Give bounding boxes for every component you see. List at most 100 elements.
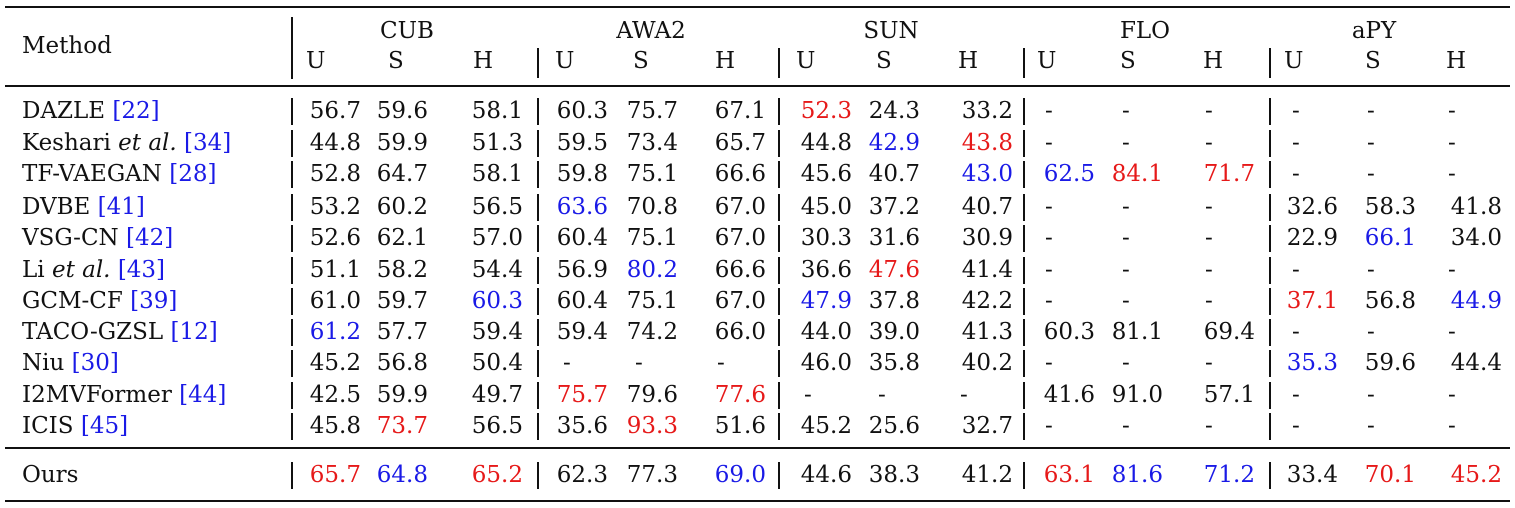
value-cell: 60.4 (556, 288, 608, 314)
header-separator (1023, 48, 1025, 78)
citation-link[interactable]: [22] (112, 98, 160, 124)
value-cell: - (1205, 288, 1213, 314)
value-cell: 42.2 (961, 288, 1013, 314)
citation-link[interactable]: [30] (71, 350, 119, 376)
value-cell: - (1367, 382, 1375, 408)
value-cell: 51.3 (471, 130, 523, 156)
value-cell: - (1292, 319, 1300, 345)
value-cell: 35.8 (868, 350, 920, 376)
value-cell: 45.6 (800, 161, 852, 187)
method-label: I2MVFormer (22, 382, 172, 408)
value-cell: 36.6 (800, 257, 852, 283)
value-cell: - (1045, 350, 1053, 376)
value-cell: 64.8 (376, 462, 428, 488)
value-cell: 50.4 (471, 350, 523, 376)
value-cell: 45.0 (800, 194, 852, 220)
value-cell: 60.2 (376, 194, 428, 220)
row-separator (1023, 194, 1025, 221)
header-separator (291, 17, 293, 79)
citation-link[interactable]: [44] (179, 382, 227, 408)
value-cell: 53.2 (309, 194, 361, 220)
value-cell: 57.1 (1203, 382, 1255, 408)
value-cell: 74.2 (626, 319, 678, 345)
row-separator (1023, 257, 1025, 284)
value-cell: 45.2 (1450, 462, 1502, 488)
row-separator (778, 350, 780, 377)
value-cell: 35.6 (556, 413, 608, 439)
citation-link[interactable]: [43] (117, 257, 166, 283)
value-cell: 63.6 (556, 194, 608, 220)
value-cell: 40.7 (868, 161, 920, 187)
value-cell: 71.2 (1203, 462, 1255, 488)
value-cell: 59.9 (376, 130, 428, 156)
value-cell: 32.7 (961, 413, 1013, 439)
citation-link[interactable]: [39] (130, 288, 178, 314)
method-label: TACO-GZSL (22, 319, 164, 345)
row-separator (1269, 413, 1271, 440)
citation-link[interactable]: [41] (97, 194, 145, 220)
method-label: GCM-CF (22, 288, 123, 314)
value-cell: 63.1 (1043, 462, 1095, 488)
value-cell: - (1205, 194, 1213, 220)
value-cell: - (1367, 130, 1375, 156)
value-cell: 80.2 (626, 257, 678, 283)
value-cell: - (1292, 161, 1300, 187)
value-cell: - (1367, 413, 1375, 439)
value-cell: 47.9 (800, 288, 852, 314)
subheader-sun-u: U (796, 48, 816, 74)
method-label: TF-VAEGAN (22, 161, 162, 187)
value-cell: 45.2 (800, 413, 852, 439)
subheader-cub-h: H (473, 48, 494, 74)
value-cell: - (804, 382, 812, 408)
value-cell: - (960, 382, 968, 408)
value-cell: 31.6 (868, 225, 920, 251)
row-separator (291, 462, 293, 489)
method-label: DVBE (22, 194, 91, 220)
value-cell: - (1045, 288, 1053, 314)
row-separator (537, 257, 539, 284)
subheader-flo-h: H (1203, 48, 1224, 74)
value-cell: - (1122, 257, 1130, 283)
method-name: VSG-CN [42] (22, 227, 173, 250)
header-separator (778, 48, 780, 78)
citation-link[interactable]: [34] (184, 130, 232, 156)
value-cell: 44.0 (800, 319, 852, 345)
citation-link[interactable]: [45] (80, 413, 129, 439)
value-cell: 42.5 (309, 382, 361, 408)
value-cell: 59.4 (471, 319, 523, 345)
value-cell: 67.0 (714, 288, 766, 314)
method-label: VSG-CN (22, 225, 119, 251)
subheader-apy-s: S (1365, 48, 1381, 74)
row-separator (1269, 257, 1271, 284)
value-cell: - (1448, 98, 1456, 124)
value-cell: 59.6 (1364, 350, 1416, 376)
value-cell: - (1122, 194, 1130, 220)
value-cell: 41.8 (1450, 194, 1502, 220)
value-cell: 52.8 (309, 161, 361, 187)
method-suffix: et al. (51, 257, 111, 283)
method-name: TACO-GZSL [12] (22, 321, 218, 344)
bottom-rule (5, 500, 1510, 502)
row-separator (537, 288, 539, 315)
value-cell: 59.9 (376, 382, 428, 408)
value-cell: 62.5 (1043, 161, 1095, 187)
value-cell: 43.0 (961, 161, 1013, 187)
value-cell: 59.6 (376, 98, 428, 124)
citation-link[interactable]: [28] (169, 161, 217, 187)
citation-link[interactable]: [12] (170, 319, 218, 345)
value-cell: 49.7 (471, 382, 523, 408)
row-separator (537, 161, 539, 188)
value-cell: 41.3 (961, 319, 1013, 345)
row-separator (778, 194, 780, 221)
subheader-apy-u: U (1284, 48, 1304, 74)
value-cell: 75.1 (626, 225, 678, 251)
value-cell: - (1122, 288, 1130, 314)
value-cell: 77.6 (714, 382, 766, 408)
value-cell: 67.1 (714, 98, 766, 124)
value-cell: 37.8 (868, 288, 920, 314)
method-label: Ours (22, 462, 79, 488)
subheader-awa2-h: H (715, 48, 736, 74)
value-cell: 40.2 (961, 350, 1013, 376)
citation-link[interactable]: [42] (125, 225, 174, 251)
row-separator (537, 98, 539, 125)
